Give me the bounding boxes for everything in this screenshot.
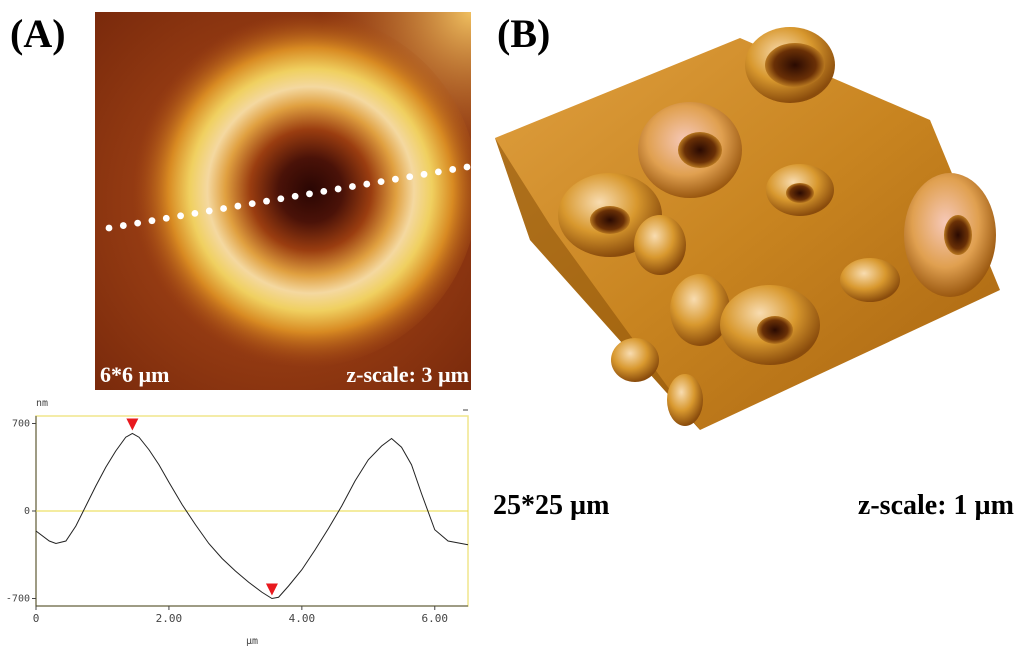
section-line-dot — [392, 175, 399, 183]
afm-3d-image-b — [495, 27, 1000, 430]
section-line-dot — [162, 214, 170, 222]
x-tick-label: 4.00 — [289, 612, 316, 625]
section-line-dot — [449, 166, 457, 173]
section-line-dot — [420, 170, 428, 178]
profile-markers — [126, 418, 278, 596]
x-tick-label: 6.00 — [422, 612, 449, 625]
section-line-dot — [363, 180, 371, 188]
scan-size-b: 25*25 µm — [493, 490, 610, 521]
section-line-dot — [134, 219, 142, 227]
section-line-dot — [320, 188, 328, 195]
section-line-dot — [177, 212, 184, 220]
section-line-dot — [119, 222, 127, 229]
y-ticks: 700 0 -700 — [6, 419, 36, 605]
section-line-dot — [220, 205, 227, 212]
section-line-dot — [306, 190, 313, 198]
x-tick-label: 2.00 — [156, 612, 183, 625]
section-line-dot — [205, 207, 213, 215]
profile-series-line — [35, 432, 469, 600]
section-line-dot — [263, 197, 270, 205]
scan-size-a: 6*6 µm — [100, 362, 170, 387]
section-line-dot — [277, 195, 285, 203]
section-line-dot — [377, 178, 385, 186]
section-line-dot — [105, 224, 113, 232]
x-ticks: 0 2.00 4.00 6.00 — [33, 606, 448, 625]
y-tick-label: 0 — [24, 506, 30, 517]
y-tick-label: 700 — [12, 419, 30, 430]
section-line-dot — [148, 217, 156, 225]
section-line-dot — [234, 202, 242, 210]
section-line-dot — [463, 163, 471, 171]
section-line-dot — [406, 173, 414, 181]
afm-height-image-a — [95, 12, 471, 390]
section-line-dot — [291, 192, 299, 200]
z-scale-a: z-scale: 3 µm — [346, 362, 469, 387]
profile-marker — [265, 583, 278, 596]
section-line-dot — [248, 200, 256, 208]
panel-b-label: (B) — [497, 11, 551, 56]
x-tick-label: 0 — [33, 612, 40, 625]
section-line-dot — [191, 209, 199, 217]
profile-marker — [126, 418, 139, 431]
afm-b-features — [558, 27, 996, 426]
y-axis-unit-label: nm — [36, 398, 48, 409]
z-scale-b: z-scale: 1 µm — [857, 490, 1014, 521]
section-line-dot — [334, 185, 342, 193]
panel-a-label: (A) — [10, 11, 66, 56]
y-tick-label: -700 — [6, 594, 30, 605]
x-axis-unit-label: µm — [246, 636, 258, 647]
section-line-dot — [434, 168, 442, 176]
profile-line-section — [105, 163, 471, 232]
afm-a-ring-feature — [122, 12, 471, 368]
section-line-dot — [349, 183, 356, 190]
